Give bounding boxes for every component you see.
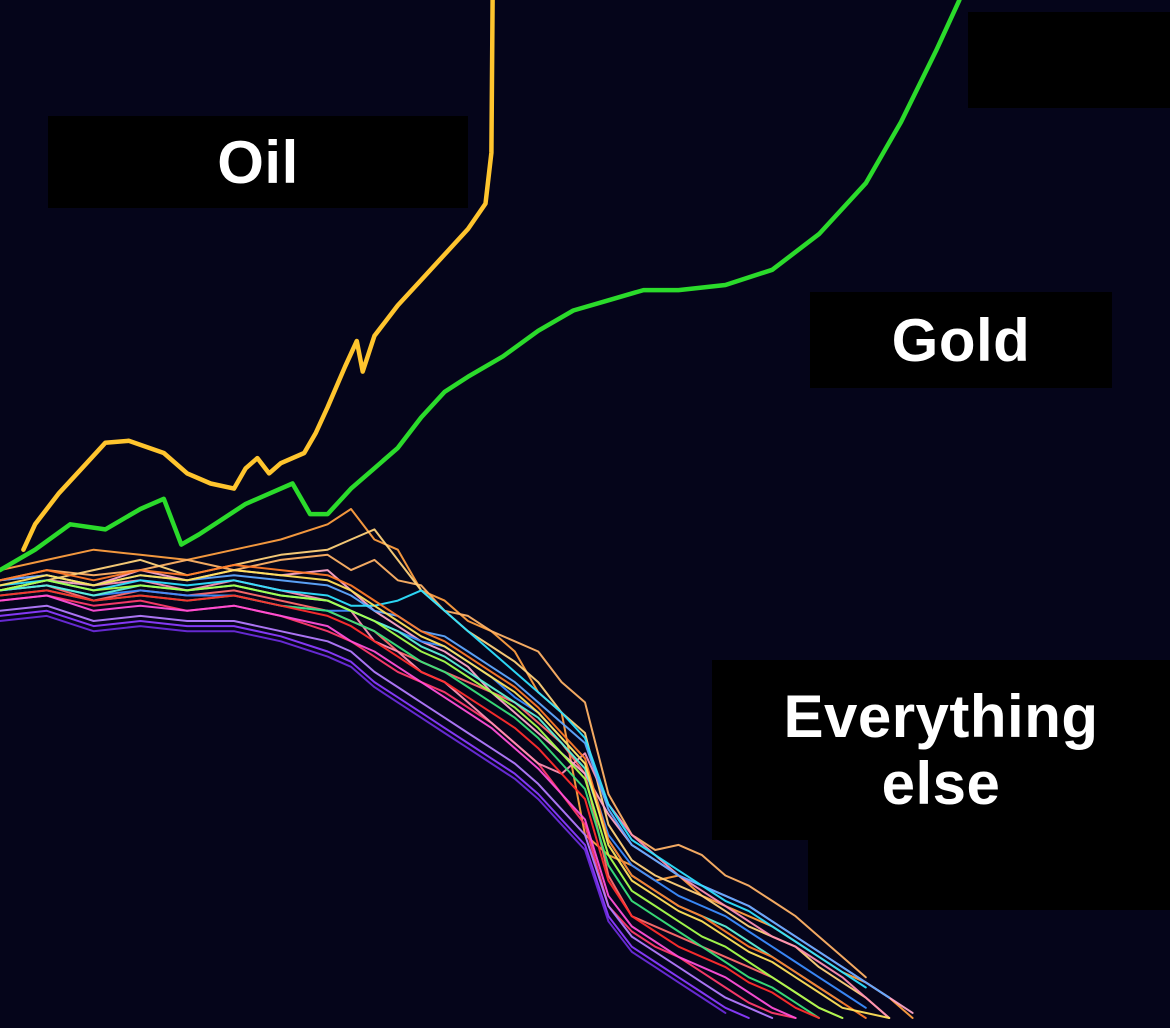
other-asset-line-14: [0, 574, 891, 999]
other-asset-line-5: [0, 584, 844, 1019]
gold-label: Gold: [810, 292, 1112, 388]
other-asset-line-10: [0, 604, 774, 1019]
everything-else-line2: else: [881, 750, 1001, 817]
other-asset-line-18: [0, 579, 844, 1019]
gold-label-text: Gold: [891, 306, 1031, 374]
other-asset-line-9: [0, 594, 797, 1019]
everything-else-label: Everything else: [712, 660, 1170, 840]
everything-else-box-extension: [808, 832, 1170, 910]
top-right-label-box: [968, 12, 1170, 108]
other-asset-line-20: [0, 569, 891, 1019]
oil-label: Oil: [48, 116, 468, 208]
other-asset-line-15: [0, 579, 867, 989]
oil-line: [21, 0, 495, 552]
other-asset-line-19: [0, 564, 867, 1019]
other-asset-line-12: [0, 614, 727, 1014]
series-layer: [0, 0, 962, 1019]
gold-line: [0, 0, 962, 573]
other-asset-line-11: [0, 609, 750, 1019]
everything-else-line1: Everything: [783, 682, 1099, 750]
other-asset-line-21: [0, 589, 820, 1019]
oil-label-text: Oil: [217, 128, 299, 196]
